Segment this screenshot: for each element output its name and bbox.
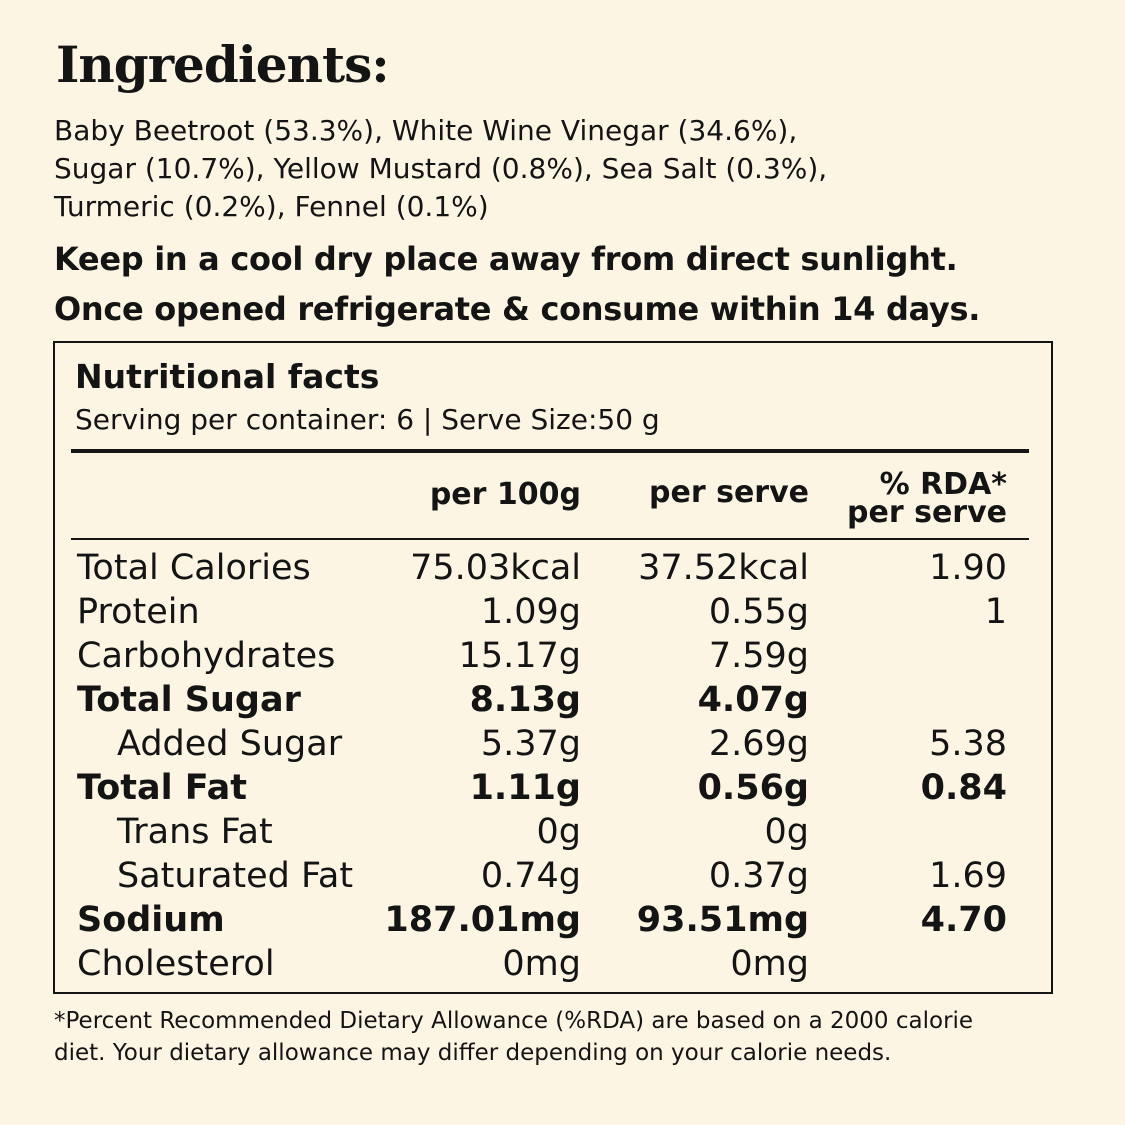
nutrition-facts-title: Nutritional facts [75,357,380,396]
value-per-100g: 0.74g [480,856,581,896]
ingredients-line: Sugar (10.7%), Yellow Mustard (0.8%), Se… [54,152,828,185]
nutrient-row: Total Fat 1.11g 0.56g 0.84 [55,768,1051,812]
storage-line: Keep in a cool dry place away from direc… [54,240,958,278]
nutrient-name: Added Sugar [117,724,343,764]
nutrient-row: Cholesterol 0mg 0mg [55,944,1051,988]
nutrient-row: Trans Fat 0g 0g [55,812,1051,856]
nutrient-row: Saturated Fat 0.74g 0.37g 1.69 [55,856,1051,900]
value-per-serve: 37.52kcal [638,548,809,588]
value-per-serve: 7.59g [708,636,809,676]
storage-instructions: Keep in a cool dry place away from direc… [54,234,1114,334]
nutrient-name: Carbohydrates [77,636,336,676]
value-rda: 1 [984,592,1007,632]
divider-thin [71,538,1029,540]
nutrient-name: Total Calories [77,548,311,588]
value-per-100g: 8.13g [469,680,581,720]
value-per-100g: 187.01mg [384,900,581,940]
column-header-per-100g: per 100g [429,477,581,512]
nutrient-name: Cholesterol [77,944,275,984]
value-per-serve: 93.51mg [636,900,809,940]
value-per-serve: 2.69g [708,724,809,764]
value-per-serve: 4.07g [697,680,809,720]
divider-thick [71,449,1029,453]
value-rda: 1.90 [929,548,1007,588]
nutrition-facts-panel: Nutritional facts Serving per container:… [53,341,1053,994]
nutrient-name: Total Fat [77,768,248,808]
footnote-line: *Percent Recommended Dietary Allowance (… [54,1008,974,1034]
nutrient-row: Protein 1.09g 0.55g 1 [55,592,1051,636]
value-per-serve: 0.56g [697,768,809,808]
value-per-100g: 75.03kcal [410,548,581,588]
value-per-100g: 0g [536,812,582,852]
nutrient-name: Total Sugar [77,680,301,720]
nutrient-row: Total Sugar 8.13g 4.07g [55,680,1051,724]
storage-line: Once opened refrigerate & consume within… [54,290,981,328]
value-per-100g: 5.37g [480,724,581,764]
nutrient-name: Protein [77,592,200,632]
rda-footnote: *Percent Recommended Dietary Allowance (… [54,1005,1114,1069]
value-rda: 5.38 [929,724,1007,764]
value-rda: 0.84 [920,768,1007,808]
ingredients-heading: Ingredients: [56,35,390,94]
serving-info: Serving per container: 6 | Serve Size:50… [75,403,660,436]
nutrient-name: Saturated Fat [117,856,354,896]
value-per-100g: 15.17g [458,636,581,676]
rda-header-line: per serve [847,495,1007,530]
value-per-serve: 0.55g [708,592,809,632]
value-per-100g: 1.11g [469,768,581,808]
nutrient-name: Sodium [77,900,225,940]
footnote-line: diet. Your dietary allowance may differ … [54,1040,892,1066]
column-header-per-serve: per serve [649,475,809,510]
ingredients-line: Turmeric (0.2%), Fennel (0.1%) [54,190,489,223]
value-per-100g: 0mg [502,944,581,984]
nutrient-row: Carbohydrates 15.17g 7.59g [55,636,1051,680]
value-rda: 4.70 [920,900,1007,940]
nutrient-row: Total Calories 75.03kcal 37.52kcal 1.90 [55,548,1051,592]
value-per-serve: 0mg [730,944,809,984]
value-per-serve: 0.37g [708,856,809,896]
nutrient-name: Trans Fat [117,812,273,852]
rda-header-line: % RDA* [879,467,1007,502]
ingredients-line: Baby Beetroot (53.3%), White Wine Vinega… [54,114,798,147]
nutrient-rows: Total Calories 75.03kcal 37.52kcal 1.90 Prot… [55,548,1051,988]
value-rda: 1.69 [929,856,1007,896]
nutrient-row: Added Sugar 5.37g 2.69g 5.38 [55,724,1051,768]
nutrient-row: Sodium 187.01mg 93.51mg 4.70 [55,900,1051,944]
value-per-serve: 0g [764,812,810,852]
column-header-rda: % RDA* per serve [847,467,1007,530]
value-per-100g: 1.09g [480,592,581,632]
ingredients-list: Baby Beetroot (53.3%), White Wine Vinega… [54,112,1094,226]
